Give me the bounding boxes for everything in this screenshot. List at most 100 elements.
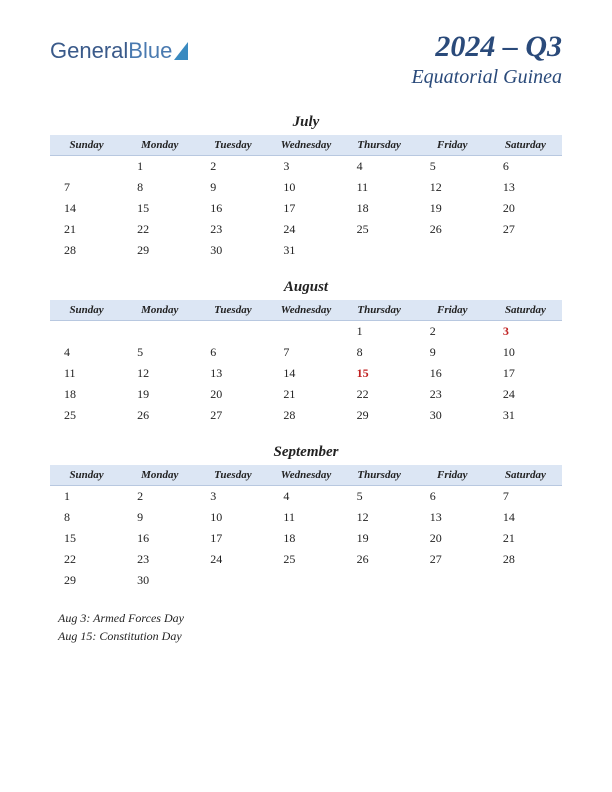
calendar-cell: 16 <box>123 528 196 549</box>
weekday-header: Wednesday <box>269 135 342 156</box>
calendar-cell: 4 <box>269 486 342 508</box>
calendar-cell: 30 <box>416 405 489 426</box>
calendar-cell: 2 <box>196 156 269 178</box>
calendar-container: JulySundayMondayTuesdayWednesdayThursday… <box>50 114 562 591</box>
calendar-cell: 7 <box>489 486 562 508</box>
month-block: September SundayMondayTuesdayWednesdayThu… <box>50 444 562 591</box>
calendar-cell: 28 <box>269 405 342 426</box>
calendar-cell: 7 <box>50 177 123 198</box>
calendar-cell: 8 <box>50 507 123 528</box>
calendar-cell: 5 <box>123 342 196 363</box>
calendar-cell: 25 <box>343 219 416 240</box>
calendar-cell: 29 <box>50 570 123 591</box>
calendar-cell: 1 <box>123 156 196 178</box>
calendar-cell: 20 <box>416 528 489 549</box>
calendar-cell: 3 <box>196 486 269 508</box>
calendar-cell: 20 <box>196 384 269 405</box>
calendar-row: 25262728293031 <box>50 405 562 426</box>
logo-triangle-icon <box>174 42 188 60</box>
calendar-cell: 15 <box>50 528 123 549</box>
calendar-cell <box>196 321 269 343</box>
calendar-cell: 29 <box>123 240 196 261</box>
calendar-row: 78910111213 <box>50 177 562 198</box>
calendar-cell: 6 <box>416 486 489 508</box>
calendar-cell: 17 <box>196 528 269 549</box>
calendar-cell <box>50 321 123 343</box>
calendar-cell <box>123 321 196 343</box>
calendar-cell: 20 <box>489 198 562 219</box>
calendar-cell: 10 <box>196 507 269 528</box>
calendar-cell: 12 <box>343 507 416 528</box>
weekday-header: Tuesday <box>196 135 269 156</box>
calendar-cell: 25 <box>269 549 342 570</box>
weekday-header: Thursday <box>343 300 416 321</box>
calendar-row: 45678910 <box>50 342 562 363</box>
calendar-cell: 24 <box>196 549 269 570</box>
weekday-header: Monday <box>123 135 196 156</box>
logo: GeneralBlue <box>50 38 188 64</box>
month-block: AugustSundayMondayTuesdayWednesdayThursd… <box>50 279 562 426</box>
calendar-cell <box>269 570 342 591</box>
calendar-cell: 27 <box>196 405 269 426</box>
calendar-cell: 18 <box>269 528 342 549</box>
calendar-cell: 24 <box>489 384 562 405</box>
calendar-cell: 25 <box>50 405 123 426</box>
weekday-header: Tuesday <box>196 465 269 486</box>
calendar-cell <box>196 570 269 591</box>
calendar-cell: 21 <box>269 384 342 405</box>
calendar-cell: 14 <box>269 363 342 384</box>
calendar-cell: 22 <box>50 549 123 570</box>
calendar-cell: 27 <box>489 219 562 240</box>
calendar-cell: 22 <box>123 219 196 240</box>
calendar-cell <box>416 570 489 591</box>
calendar-cell: 4 <box>343 156 416 178</box>
calendar-cell <box>489 570 562 591</box>
calendar-row: 28293031 <box>50 240 562 261</box>
weekday-header: Monday <box>123 465 196 486</box>
calendar-cell: 21 <box>489 528 562 549</box>
calendar-cell: 3 <box>489 321 562 343</box>
calendar-row: 123 <box>50 321 562 343</box>
calendar-cell: 18 <box>50 384 123 405</box>
calendar-row: 891011121314 <box>50 507 562 528</box>
calendar-cell: 7 <box>269 342 342 363</box>
calendar-cell: 1 <box>50 486 123 508</box>
weekday-header: Sunday <box>50 135 123 156</box>
calendar-cell: 21 <box>50 219 123 240</box>
calendar-cell: 14 <box>489 507 562 528</box>
month-name: September <box>50 444 562 461</box>
calendar-cell: 19 <box>343 528 416 549</box>
calendar-table: SundayMondayTuesdayWednesdayThursdayFrid… <box>50 135 562 261</box>
calendar-cell <box>50 156 123 178</box>
logo-text-general: General <box>50 38 128 64</box>
weekday-header: Saturday <box>489 135 562 156</box>
calendar-cell: 17 <box>269 198 342 219</box>
calendar-cell: 10 <box>269 177 342 198</box>
calendar-cell: 13 <box>489 177 562 198</box>
calendar-row: 11121314151617 <box>50 363 562 384</box>
calendar-row: 21222324252627 <box>50 219 562 240</box>
calendar-cell <box>269 321 342 343</box>
weekday-header: Friday <box>416 135 489 156</box>
calendar-cell: 2 <box>416 321 489 343</box>
calendar-cell: 26 <box>123 405 196 426</box>
calendar-row: 1234567 <box>50 486 562 508</box>
month-name: July <box>50 114 562 131</box>
calendar-cell: 10 <box>489 342 562 363</box>
holiday-line: Aug 15: Constitution Day <box>58 627 562 645</box>
calendar-cell: 15 <box>343 363 416 384</box>
calendar-cell: 13 <box>416 507 489 528</box>
calendar-cell: 9 <box>123 507 196 528</box>
month-block: July SundayMondayTuesdayWednesdayThursday… <box>50 114 562 261</box>
weekday-header: Wednesday <box>269 300 342 321</box>
calendar-cell: 11 <box>269 507 342 528</box>
calendar-cell: 11 <box>343 177 416 198</box>
calendar-cell: 19 <box>123 384 196 405</box>
month-name: August <box>50 279 562 296</box>
calendar-cell: 6 <box>489 156 562 178</box>
weekday-header: Wednesday <box>269 465 342 486</box>
weekday-header: Saturday <box>489 300 562 321</box>
calendar-table: SundayMondayTuesdayWednesdayThursdayFrid… <box>50 465 562 591</box>
weekday-header: Saturday <box>489 465 562 486</box>
calendar-row: 123456 <box>50 156 562 178</box>
